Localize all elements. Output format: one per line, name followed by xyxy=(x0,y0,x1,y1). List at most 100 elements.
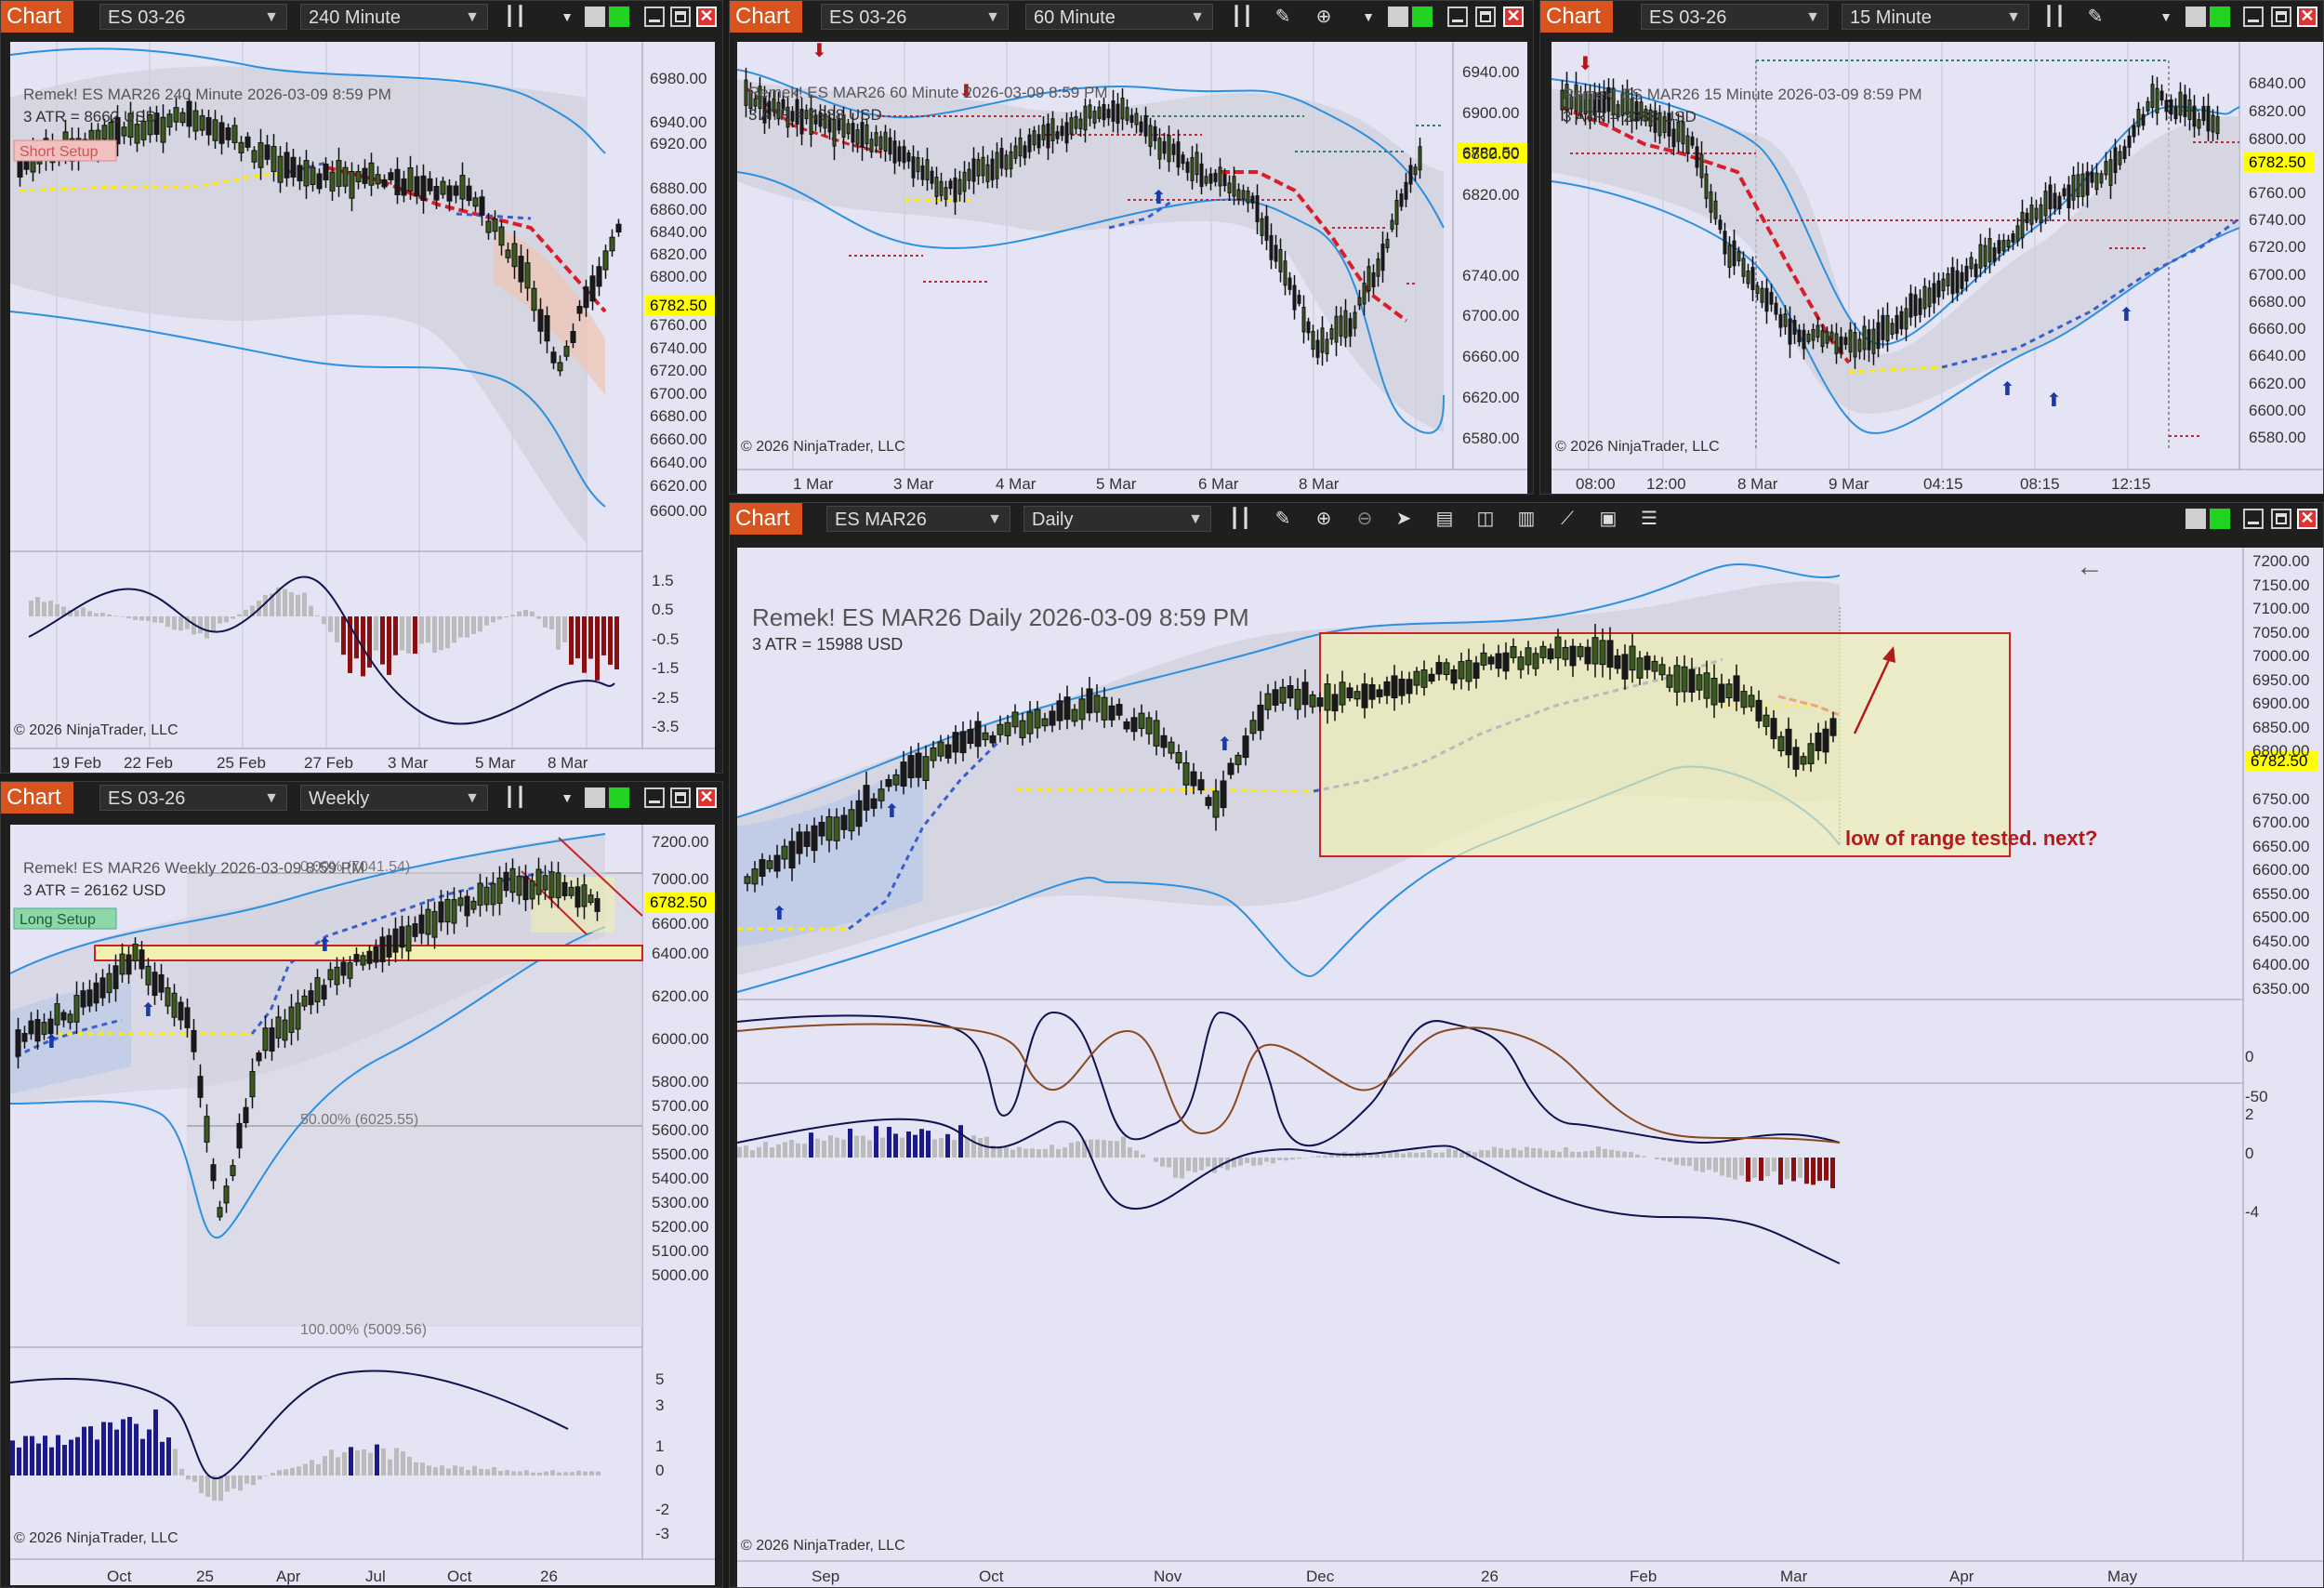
projection-arrow[interactable] xyxy=(1853,649,1895,734)
minimize-button[interactable] xyxy=(644,787,665,808)
chart-tab[interactable]: Chart xyxy=(730,1,802,33)
minimize-button[interactable] xyxy=(1447,7,1468,27)
chart-tab[interactable]: Chart xyxy=(730,503,802,535)
candle-body xyxy=(1792,747,1800,770)
dropdown-arrow-icon[interactable]: ▼ xyxy=(1362,9,1375,24)
close-button[interactable]: ✕ xyxy=(1503,7,1524,27)
dropdown-arrow-icon[interactable]: ▼ xyxy=(561,790,574,805)
candle-body xyxy=(944,744,952,759)
close-button[interactable]: ✕ xyxy=(2297,509,2317,529)
bar-type-icon[interactable]: ┃┃ xyxy=(2042,7,2067,27)
templates-icon[interactable]: ◫ xyxy=(1476,509,1495,529)
candle-body xyxy=(1834,333,1839,354)
instrument-select[interactable]: ES 03-26 ▼ xyxy=(821,4,1009,30)
candle-body xyxy=(1148,125,1153,147)
zoom-out-icon[interactable]: ⊖ xyxy=(1356,509,1373,529)
instrument-select[interactable]: ES 03-26 ▼ xyxy=(1641,4,1829,30)
close-button[interactable]: ✕ xyxy=(696,7,717,27)
link-green-button[interactable] xyxy=(2210,7,2230,27)
candle-body xyxy=(1037,134,1041,149)
candle-body xyxy=(121,126,127,137)
maximize-button[interactable] xyxy=(670,7,691,27)
candle-body xyxy=(944,187,948,200)
signal-arrow-icon: ⬆ xyxy=(1151,188,1167,208)
candle-body xyxy=(2104,161,2108,176)
candle-body xyxy=(1634,100,1639,121)
y-tick: 6660.00 xyxy=(2249,320,2305,337)
zoom-icon[interactable]: ⊕ xyxy=(1315,7,1332,27)
dropdown-arrow-icon[interactable]: ▼ xyxy=(2159,9,2172,24)
minimize-button[interactable] xyxy=(2243,509,2264,529)
link-green-button[interactable] xyxy=(609,7,629,27)
candle-body xyxy=(34,1019,41,1042)
candle-body xyxy=(375,174,381,185)
candle-body xyxy=(1960,271,1964,289)
interval-select[interactable]: Daily ▼ xyxy=(1023,506,1211,532)
instrument-select[interactable]: ES 03-26 ▼ xyxy=(99,4,287,30)
close-button[interactable]: ✕ xyxy=(2297,7,2317,27)
candle-body xyxy=(1950,267,1955,295)
candle-body xyxy=(1190,157,1195,181)
pencil-icon[interactable]: ✎ xyxy=(2087,7,2104,27)
bar-type-icon[interactable]: ┃┃ xyxy=(1228,509,1252,529)
histogram-bar xyxy=(1681,1158,1685,1166)
plot-area[interactable]: 6782.50 6980.00 6940.00 6920.00 6880.00 … xyxy=(10,42,715,773)
interval-select[interactable]: Weekly ▼ xyxy=(300,785,488,811)
bar-type-icon[interactable]: ┃┃ xyxy=(503,787,527,808)
close-button[interactable]: ✕ xyxy=(696,787,717,808)
histogram-bar xyxy=(62,1445,67,1476)
plot-area[interactable]: ⬆ ⬆ ⬆ 6782.50 7200.00 7000.00 6600.00 64… xyxy=(10,825,715,1585)
plot-area[interactable]: ⬆ ⬆ ⬆ low of range tested. next? ← 6782.… xyxy=(737,548,2323,1587)
dropdown-arrow-icon[interactable]: ▼ xyxy=(561,9,574,24)
candle-body xyxy=(1222,174,1227,187)
histogram-bar xyxy=(446,1468,451,1476)
candle-body xyxy=(1820,330,1825,348)
link-gray-button[interactable] xyxy=(585,787,605,808)
instrument-select[interactable]: ES MAR26 ▼ xyxy=(826,506,1010,532)
bar-type-icon[interactable]: ┃┃ xyxy=(503,7,527,27)
instrument-select[interactable]: ES 03-26 ▼ xyxy=(99,785,287,811)
pencil-icon[interactable]: ✎ xyxy=(1274,7,1291,27)
maximize-button[interactable] xyxy=(2271,509,2291,529)
link-green-button[interactable] xyxy=(1412,7,1433,27)
object-list-icon[interactable]: ☰ xyxy=(1641,509,1657,529)
candle-body xyxy=(1361,683,1368,708)
link-green-button[interactable] xyxy=(2210,509,2230,529)
interval-select[interactable]: 60 Minute ▼ xyxy=(1025,4,1213,30)
y-tick: 6820.00 xyxy=(650,245,706,263)
annotation-text[interactable]: low of range tested. next? xyxy=(1845,827,2097,850)
zoom-in-icon[interactable]: ⊕ xyxy=(1315,509,1332,529)
maximize-button[interactable] xyxy=(1475,7,1496,27)
minimize-button[interactable] xyxy=(644,7,665,27)
back-arrow-icon[interactable]: ← xyxy=(2076,551,2104,582)
histogram-bar xyxy=(802,1144,807,1158)
pointer-icon[interactable]: ➤ xyxy=(1395,509,1412,529)
link-gray-button[interactable] xyxy=(585,7,605,27)
candle-body xyxy=(457,897,464,906)
interval-select[interactable]: 15 Minute ▼ xyxy=(1842,4,2029,30)
link-green-button[interactable] xyxy=(609,787,629,808)
maximize-button[interactable] xyxy=(670,787,691,808)
chart-tab[interactable]: Chart xyxy=(1,1,73,33)
properties-icon[interactable]: ▣ xyxy=(1599,509,1618,529)
bar-type-icon[interactable]: ┃┃ xyxy=(1230,7,1254,27)
data-box-icon[interactable]: ▤ xyxy=(1435,509,1454,529)
histogram-bar xyxy=(1381,1154,1386,1158)
interval-select[interactable]: 240 Minute ▼ xyxy=(300,4,488,30)
link-gray-button[interactable] xyxy=(1388,7,1408,27)
plot-area[interactable]: ⬇ ⬆ ⬆ ⬆ 6782.50 6840.00 6820.00 6800.00 … xyxy=(1552,42,2323,494)
minimize-button[interactable] xyxy=(2243,7,2264,27)
candle-body xyxy=(1636,657,1644,679)
histogram-bar xyxy=(971,1135,976,1158)
chart-tab[interactable]: Chart xyxy=(1,782,73,814)
link-gray-button[interactable] xyxy=(2185,509,2206,529)
histogram-bar xyxy=(1694,1158,1698,1171)
maximize-button[interactable] xyxy=(2271,7,2291,27)
chart-tab[interactable]: Chart xyxy=(1540,1,1613,33)
strategies-icon[interactable]: ⟋ xyxy=(1561,509,1574,529)
plot-area[interactable]: ⬇ ⬇ ⬆ 6782.50 6940.00 6900.00 6860.00 68… xyxy=(737,42,1527,494)
pencil-icon[interactable]: ✎ xyxy=(1274,509,1291,529)
link-gray-button[interactable] xyxy=(2185,7,2206,27)
candle-body xyxy=(588,894,594,904)
indicators-icon[interactable]: ▥ xyxy=(1517,509,1536,529)
